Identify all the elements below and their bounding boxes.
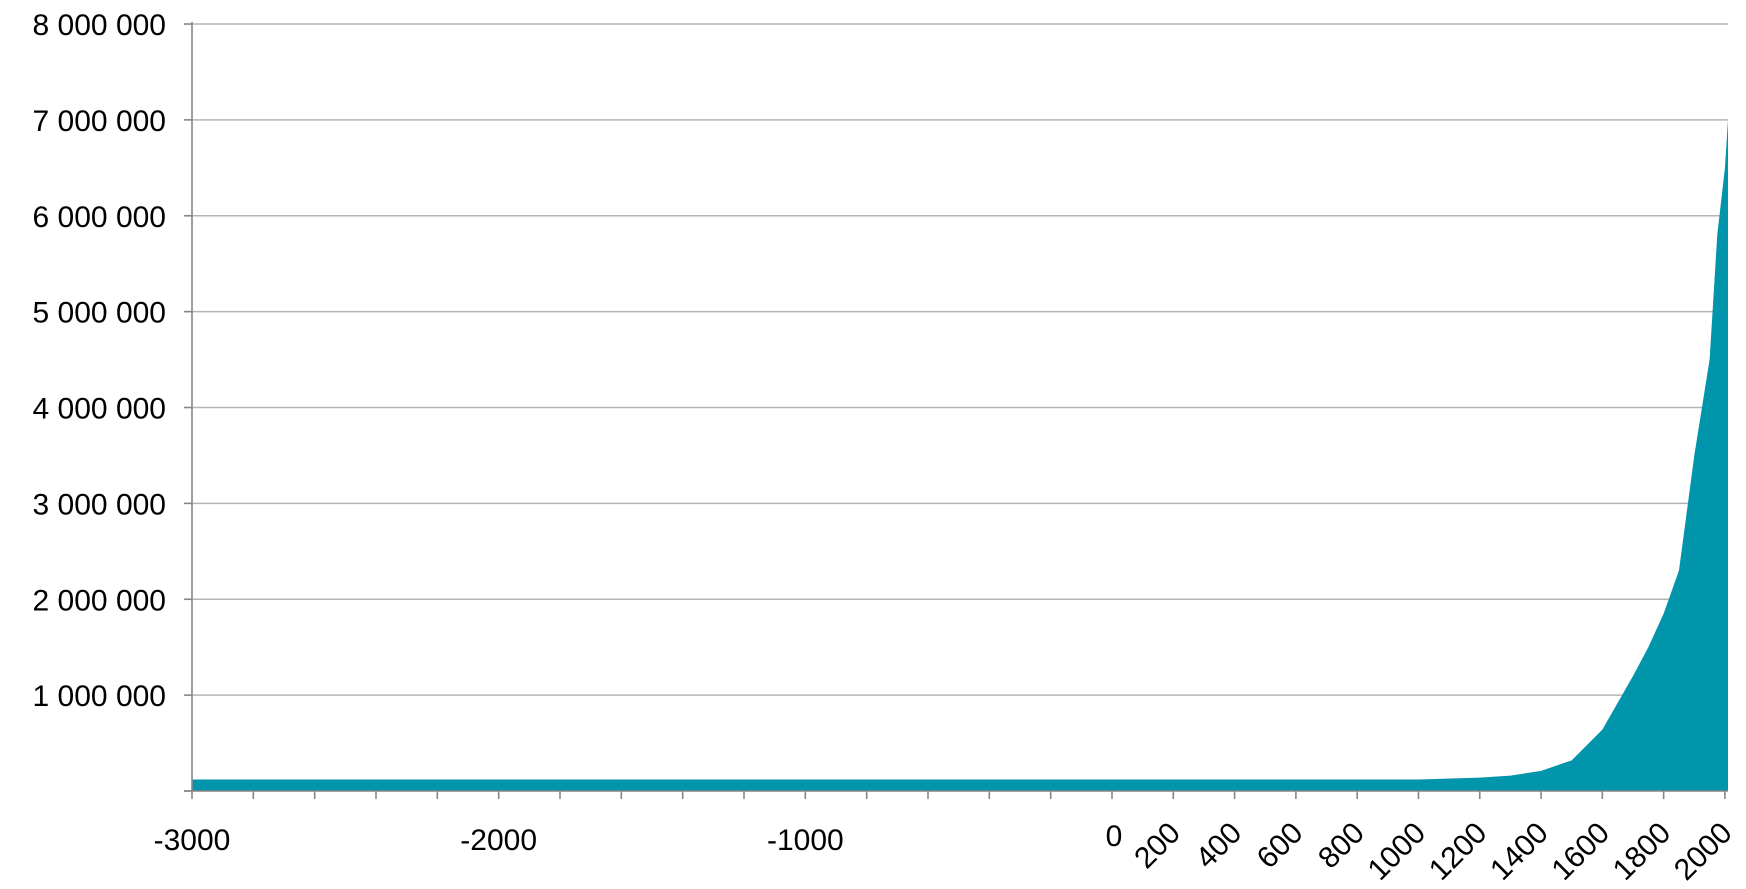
axes (184, 22, 1728, 799)
series-area (192, 119, 1728, 791)
x-tick-label-ad-7: 1400 (1484, 816, 1555, 887)
x-tick-label-bc-2: -1000 (767, 824, 844, 857)
gridlines (192, 23, 1728, 696)
x-axis-tick-labels: -3000 -2000 -1000 0 200 400 600 800100012001400… (154, 816, 1739, 887)
x-tick-label-ad-6: 1200 (1423, 816, 1494, 887)
y-tick-label-1: 1 000 000 (33, 680, 166, 713)
x-tick-label-ad-0: 0 (1106, 820, 1123, 853)
x-tick-label-bc-0: -3000 (154, 824, 231, 857)
y-tick-label-2: 2 000 000 (33, 584, 166, 617)
y-axis-tick-labels: 1 000 000 2 000 000 3 000 000 4 000 000 5 00… (33, 9, 166, 713)
y-tick-label-4: 4 000 000 (33, 393, 166, 426)
x-tick-label-ad-3: 600 (1251, 816, 1310, 875)
x-tick-label-ad-9: 1800 (1607, 816, 1678, 887)
y-tick-label-5: 5 000 000 (33, 297, 166, 330)
y-tick-label-6: 6 000 000 (33, 201, 166, 234)
x-tick-label-ad-8: 1600 (1545, 816, 1616, 887)
x-tick-label-ad-2: 400 (1190, 816, 1249, 875)
y-tick-label-3: 3 000 000 (33, 488, 166, 521)
x-tick-label-ad-4: 800 (1312, 816, 1371, 875)
x-tick-label-bc-1: -2000 (460, 824, 537, 857)
y-tick-label-8: 8 000 000 (33, 9, 166, 42)
x-tick-label-ad-5: 1000 (1362, 816, 1433, 887)
y-tick-label-7: 7 000 000 (33, 105, 166, 138)
x-tick-label-ad-1: 200 (1128, 816, 1187, 875)
x-tick-label-ad-10: 2000 (1668, 816, 1739, 887)
